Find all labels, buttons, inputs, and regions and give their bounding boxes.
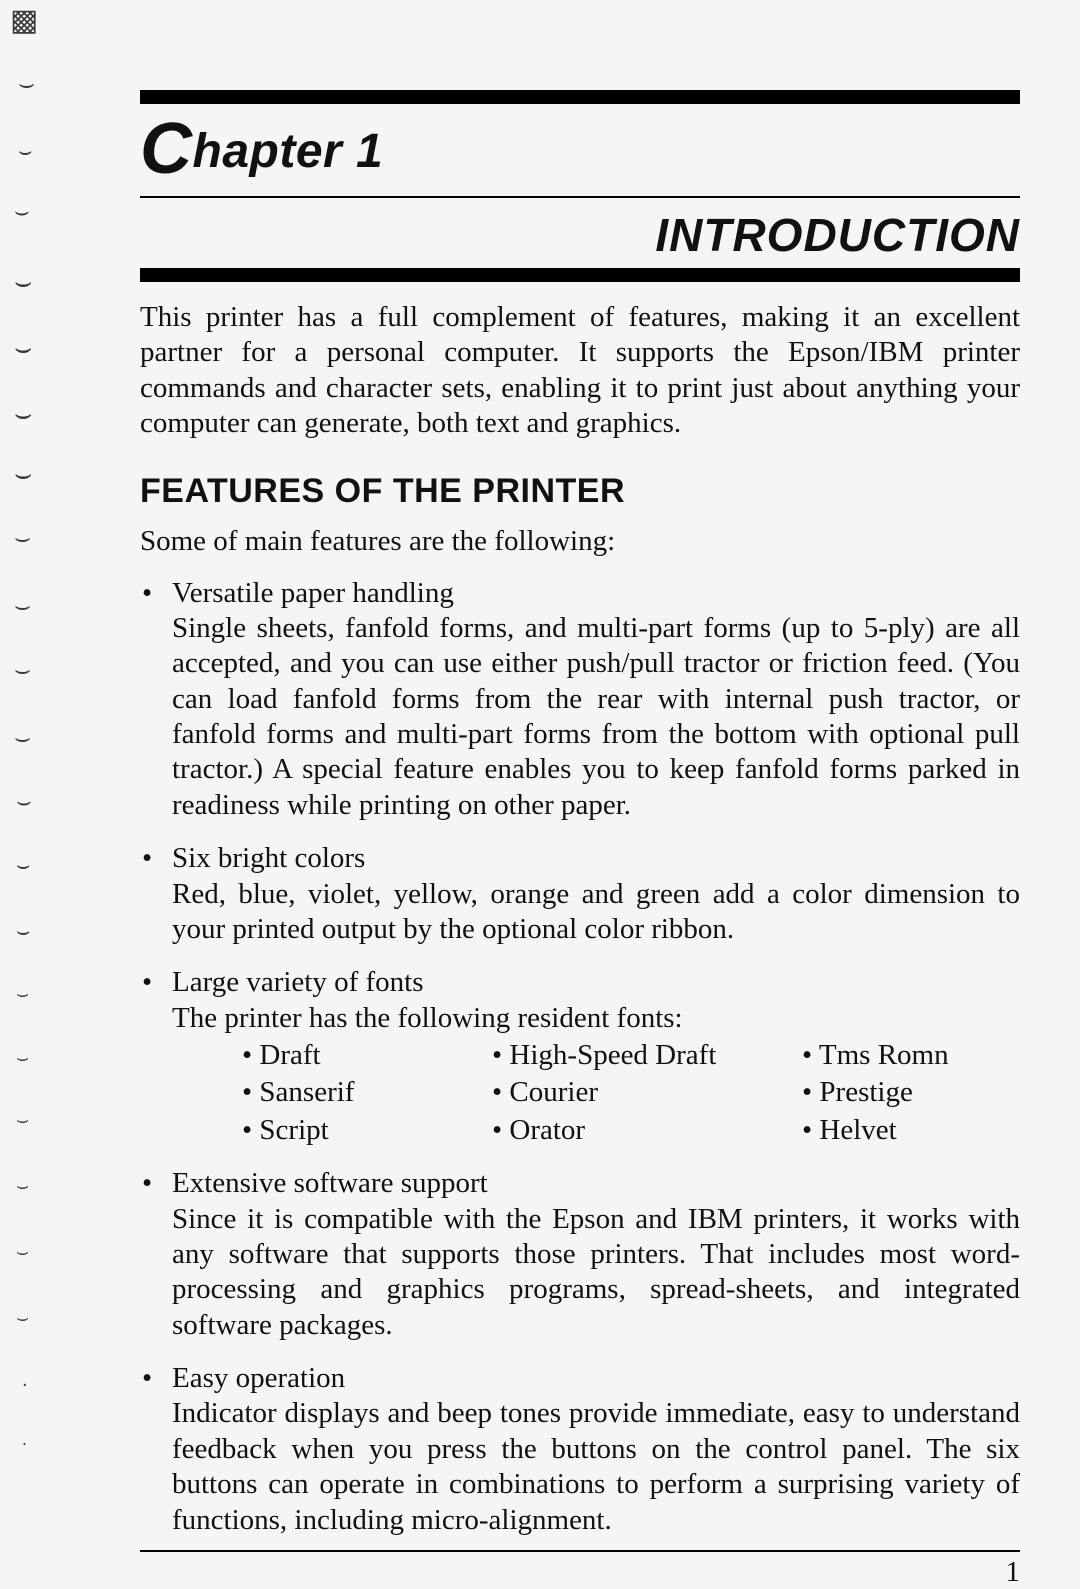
feature-title: Large variety of fonts xyxy=(172,965,1020,1000)
feature-title: Versatile paper handling xyxy=(172,576,1020,611)
feature-title: Extensive software support xyxy=(172,1166,1020,1201)
font-item: Draft xyxy=(242,1038,482,1073)
font-item: Courier xyxy=(492,1075,792,1110)
feature-body: The printer has the following resident f… xyxy=(172,1001,1020,1036)
feature-item: Versatile paper handling Single sheets, … xyxy=(140,576,1020,824)
feature-item: Extensive software support Since it is c… xyxy=(140,1166,1020,1343)
page: Chapter 1 INTRODUCTION This printer has … xyxy=(0,0,1080,1525)
chapter-title: Chapter 1 xyxy=(140,108,1020,190)
bottom-rule xyxy=(140,1550,1020,1552)
fonts-grid: Draft High-Speed Draft Tms Romn Sanserif… xyxy=(242,1038,1020,1148)
top-thick-rule xyxy=(140,90,1020,104)
font-item: High-Speed Draft xyxy=(492,1038,792,1073)
feature-body: Red, blue, violet, yellow, orange and gr… xyxy=(172,877,1020,948)
page-number: 1 xyxy=(140,1556,1020,1589)
page-title: INTRODUCTION xyxy=(140,208,1020,262)
chapter-cap: C xyxy=(140,109,193,189)
font-item: Prestige xyxy=(802,1075,1022,1110)
thin-rule-top xyxy=(140,196,1020,198)
features-list: Versatile paper handling Single sheets, … xyxy=(140,576,1020,1538)
feature-item: Six bright colors Red, blue, violet, yel… xyxy=(140,841,1020,947)
font-item: Script xyxy=(242,1113,482,1148)
chapter-rest: hapter 1 xyxy=(193,125,384,178)
feature-item: Easy operation Indicator displays and be… xyxy=(140,1361,1020,1538)
intro-paragraph: This printer has a full complement of fe… xyxy=(140,300,1020,442)
feature-title: Easy operation xyxy=(172,1361,1020,1396)
feature-body: Since it is compatible with the Epson an… xyxy=(172,1202,1020,1344)
font-item: Helvet xyxy=(802,1113,1022,1148)
feature-item: Large variety of fonts The printer has t… xyxy=(140,965,1020,1148)
font-item: Orator xyxy=(492,1113,792,1148)
intro-heading-block: INTRODUCTION xyxy=(140,196,1020,282)
font-item: Tms Romn xyxy=(802,1038,1022,1073)
feature-title: Six bright colors xyxy=(172,841,1020,876)
section-heading: FEATURES OF THE PRINTER xyxy=(140,472,1020,511)
font-item: Sanserif xyxy=(242,1075,482,1110)
mid-thick-rule xyxy=(140,268,1020,282)
feature-body: Indicator displays and beep tones provid… xyxy=(172,1396,1020,1538)
section-lead: Some of main features are the following: xyxy=(140,525,1020,558)
feature-body: Single sheets, fanfold forms, and multi-… xyxy=(172,611,1020,823)
